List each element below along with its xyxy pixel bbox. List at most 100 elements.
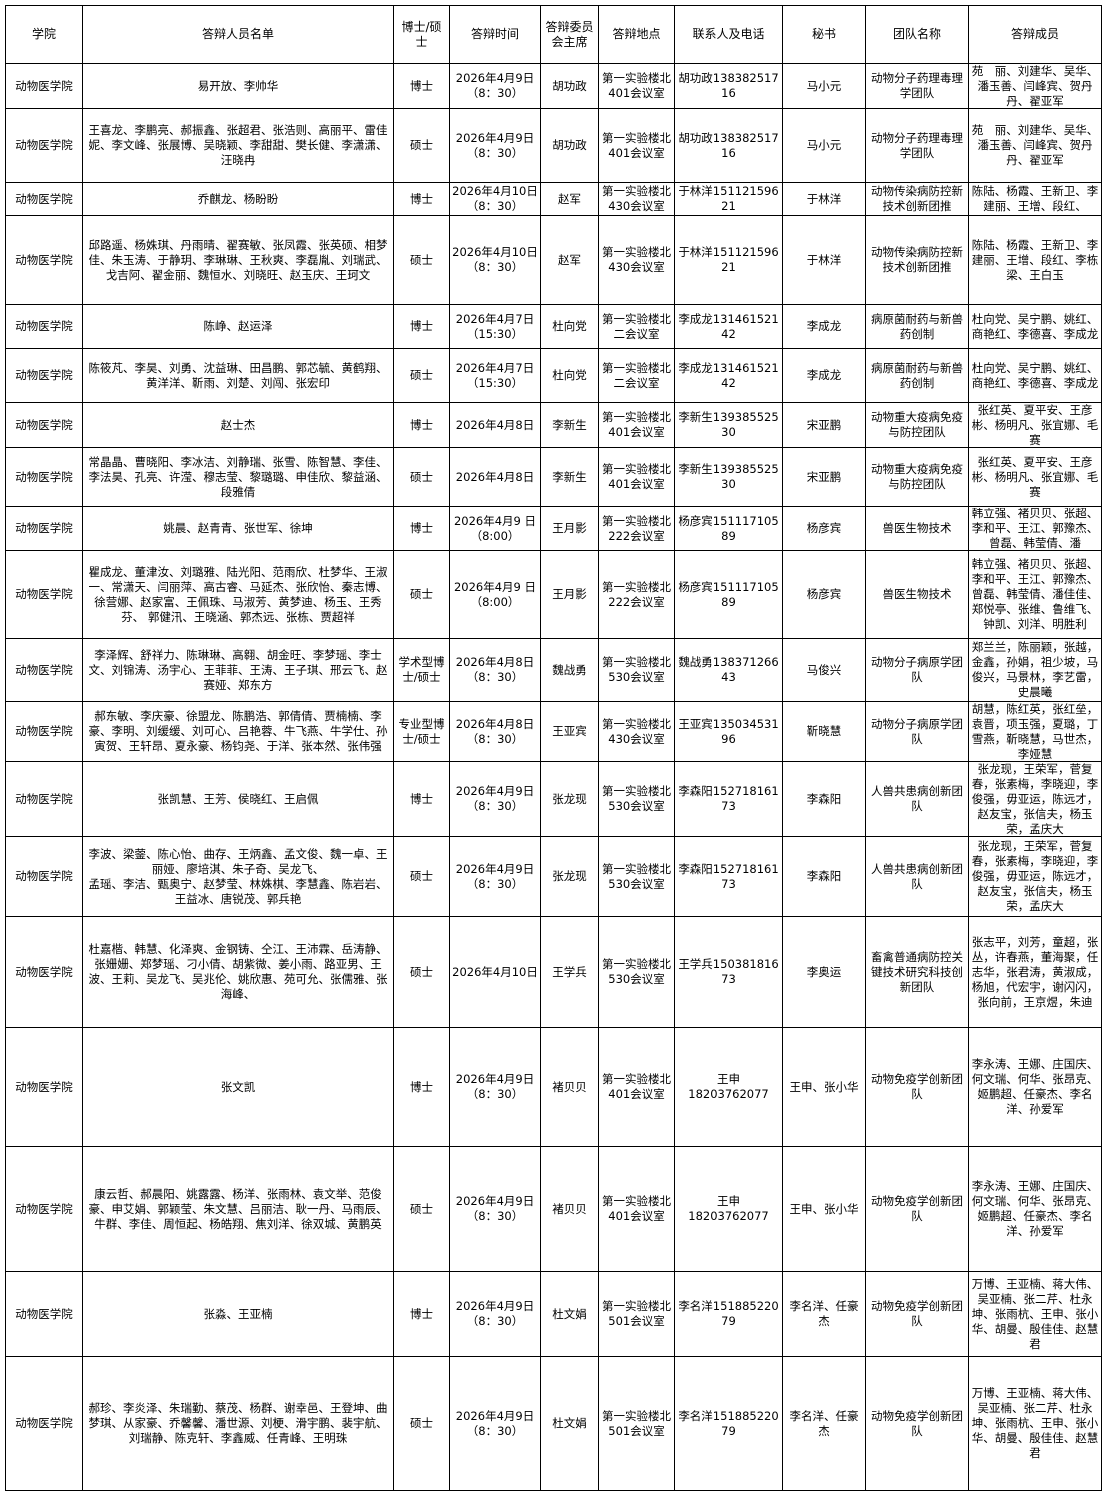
location-text: 第一实验楼北530会议室 (602, 655, 671, 684)
college-text: 动物医学院 (15, 469, 73, 484)
cell-college: 动物医学院 (5, 348, 83, 403)
degree-text: 硕士 (410, 138, 433, 152)
candidates-text: 张凯慧、王芳、侯晓红、王启佩 (157, 791, 319, 806)
cell-secretary: 马俊兴 (782, 638, 866, 702)
cell-location: 第一实验楼北530会议室 (598, 916, 675, 1028)
secretary-text: 李森阳 (806, 869, 842, 883)
cell-candidates: 邱路遥、杨姝琪、丹雨晴、翟赛敏、张凤霞、张英硕、相梦佳、朱玉涛、于静玥、李琳琳、… (82, 215, 394, 305)
committee-members-text: 张龙现，王荣军，菅复春，张素梅，李晓迎，李俊强，毋亚运，陈远才，赵友宝，张信夫，… (971, 839, 1099, 913)
team-name-text: 动物传染病防控新技术创新团推 (871, 245, 963, 274)
cell-defense-time: 2026年4月10日 （8：30） (449, 215, 541, 305)
cell-location: 第一实验楼北501会议室 (598, 1271, 675, 1357)
cell-defense-time: 2026年4月9 日 （8:00） (449, 550, 541, 639)
defense-time-text: 2026年4月9日 （8：30） (455, 1299, 535, 1328)
secretary-text: 李成龙 (806, 368, 842, 382)
cell-team-name: 动物分子病原学团队 (865, 701, 969, 762)
cell-defense-time: 2026年4月7日 （15:30） (449, 304, 541, 349)
cell-committee-members: 李永涛、王娜、庄国庆、何文瑞、何华、张昂克、姬鹏超、任豪杰、李名洋、孙爱军 (968, 1146, 1102, 1272)
location-text: 第一实验楼北222会议室 (602, 513, 671, 543)
cell-contact: 李森阳15271816173 (674, 761, 783, 837)
cell-candidates: 李泽辉、舒祥力、陈琳琳、高翱、胡金旺、李梦瑶、李士文、刘锦涛、汤宇心、王菲菲、王… (82, 638, 394, 702)
contact-text: 李名洋15188522079 (678, 1299, 779, 1328)
cell-degree: 硕士 (393, 1146, 450, 1272)
degree-text: 博士 (410, 1306, 433, 1321)
table-row: 动物医学院 康云哲、郝晨阳、姚露露、杨洋、张雨林、袁文举、范俊豪、申艾娟、郭颖莹、… (5, 1146, 1102, 1272)
cell-contact: 李新生13938552530 (674, 447, 783, 507)
cell-committee-chair: 杜向党 (540, 304, 599, 349)
cell-contact: 杨彦宾15111710589 (674, 550, 783, 639)
location-text: 第一实验楼北501会议室 (602, 1408, 671, 1438)
committee-members-text: 韩立强、褚贝贝、张超、李和平、王江、郭豫杰、曾磊、韩莹倩、潘佳佳、郑悦亭、张维、… (971, 557, 1099, 631)
committee-chair-text: 胡功政 (552, 78, 587, 93)
cell-secretary: 杨彦宾 (782, 506, 866, 551)
college-text: 动物医学院 (15, 521, 73, 535)
cell-college: 动物医学院 (5, 215, 83, 305)
cell-secretary: 李名洋、任豪杰 (782, 1271, 866, 1357)
cell-team-name: 兽医生物技术 (865, 550, 969, 639)
college-text: 动物医学院 (15, 724, 73, 738)
cell-secretary: 于林洋 (782, 182, 866, 216)
cell-committee-chair: 赵军 (540, 215, 599, 305)
cell-college: 动物医学院 (5, 1027, 83, 1147)
defense-time-text: 答辩时间 (470, 27, 519, 41)
cell-committee-chair: 杜文娟 (540, 1356, 599, 1491)
secretary-text: 李奥运 (806, 964, 842, 979)
cell-defense-time: 2026年4月9日 （8：30） (449, 836, 541, 917)
cell-degree: 硕士 (393, 550, 450, 639)
committee-chair-text: 李新生 (552, 469, 587, 484)
cell-committee-members: 李永涛、王娜、庄国庆、何文瑞、何华、张昂克、姬鹏超、任豪杰、李名洋、孙爱军 (968, 1027, 1102, 1147)
team-name-text: 动物免疫学创新团队 (871, 1072, 963, 1101)
contact-text: 李森阳15271816173 (678, 784, 779, 813)
cell-team-name: 病原菌耐药与新兽药创制 (865, 348, 969, 403)
committee-members-text: 万博、王亚楠、蒋大伟、吴亚楠、张二芹、杜永坤、张雨杭、王申、张小华、胡曼、殷佳佳… (971, 1276, 1099, 1351)
cell-secretary: 李名洋、任豪杰 (782, 1356, 866, 1491)
cell-contact: 李新生13938552530 (674, 402, 783, 448)
team-name-text: 动物分子药理毒理学团队 (871, 71, 963, 100)
cell-location: 第一实验楼北401会议室 (598, 1027, 675, 1147)
cell-defense-time: 2026年4月9 日 （8:00） (449, 506, 541, 551)
cell-secretary: 李奥运 (782, 916, 866, 1028)
cell-college: 动物医学院 (5, 1356, 83, 1491)
cell-committee-chair: 赵军 (540, 182, 599, 216)
defense-time-text: 2026年4月8日 (455, 469, 535, 484)
cell-defense-time: 2026年4月9日 （8：30） (449, 1356, 541, 1491)
cell-degree: 硕士 (393, 1356, 450, 1491)
cell-secretary: 李森阳 (782, 836, 866, 917)
cell-college: 动物医学院 (5, 1271, 83, 1357)
header-contact: 联系人及电话 (674, 5, 783, 64)
cell-candidates: 杜嘉楷、韩慧、化泽爽、金钢铸、仝江、王沛霖、岳涛静、张姗姗、郑梦瑶、刁小倩、胡紫… (82, 916, 394, 1028)
team-name-text: 动物重大疫病免疫与防控团队 (871, 462, 963, 491)
cell-committee-chair: 李新生 (540, 447, 599, 507)
cell-secretary: 王申、张小华 (782, 1027, 866, 1147)
college-text: 动物医学院 (15, 964, 73, 979)
committee-members-text: 杜向党、吴宁鹏、姚红、商艳红、李德喜、李成龙 (971, 360, 1099, 390)
cell-contact: 杨彦宾15111710589 (674, 506, 783, 551)
cell-secretary: 马小元 (782, 108, 866, 183)
cell-degree: 博士 (393, 1027, 450, 1147)
committee-chair-text: 答辩委员会主席 (545, 19, 594, 49)
cell-team-name: 病原菌耐药与新兽药创制 (865, 304, 969, 349)
cell-college: 动物医学院 (5, 506, 83, 551)
cell-contact: 王申 18203762077 (674, 1027, 783, 1147)
cell-secretary: 王申、张小华 (782, 1146, 866, 1272)
cell-contact: 于林洋15112159621 (674, 182, 783, 216)
cell-defense-time: 2026年4月9日 （8：30） (449, 1271, 541, 1357)
cell-college: 动物医学院 (5, 108, 83, 183)
degree-text: 博士 (410, 521, 433, 535)
committee-members-text: 陈陆、杨霞、王新卫、李建丽、王增、段红、 (971, 184, 1099, 213)
table-row: 动物医学院 李波、梁蓥、陈心怡、曲存、王炳鑫、孟文俊、魏一卓、王丽娅、廖培淇、朱子… (5, 836, 1102, 917)
college-text: 动物医学院 (15, 1201, 73, 1216)
secretary-text: 宋亚鹏 (806, 469, 842, 484)
table-body: 学院 答辩人员名单 博士/硕士 答辩时间 答辩委员会主席 答辩地点 联系人及电话 秘书 团队名称… (5, 5, 1102, 1491)
committee-chair-text: 胡功政 (552, 138, 587, 152)
college-text: 动物医学院 (15, 417, 73, 432)
cell-contact: 王亚宾13503453196 (674, 701, 783, 762)
contact-text: 李新生13938552530 (678, 410, 779, 439)
degree-text: 硕士 (410, 1201, 433, 1216)
secretary-text: 王申、张小华 (789, 1201, 859, 1216)
college-text: 动物医学院 (15, 1306, 73, 1321)
table-row: 动物医学院 邱路遥、杨姝琪、丹雨晴、翟赛敏、张凤霞、张英硕、相梦佳、朱玉涛、于静玥… (5, 215, 1102, 305)
secretary-text: 马俊兴 (806, 662, 842, 677)
committee-chair-text: 王学兵 (552, 964, 587, 979)
cell-team-name: 动物免疫学创新团队 (865, 1146, 969, 1272)
